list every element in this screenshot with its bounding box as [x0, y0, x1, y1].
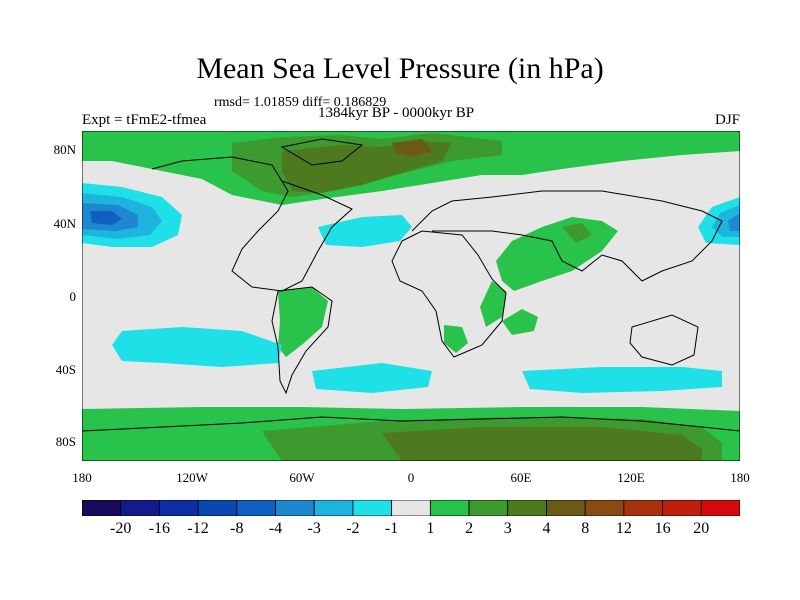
lon-tick-60w: 60W [289, 470, 315, 485]
colorbar-label: -2 [346, 520, 360, 537]
colorbar-label: 2 [465, 520, 474, 537]
colorbar-swatch [313, 500, 354, 516]
colorbar-label: 16 [654, 520, 671, 537]
lat-tick-40s: 40S [55, 362, 76, 377]
stats-text: rmsd= 1.01859 diff= 0.186829 [214, 95, 387, 110]
colorbar-label: -3 [307, 520, 321, 537]
colorbar-swatch [275, 500, 315, 516]
satlantic-low [312, 363, 432, 393]
lon-tick-0: 0 [407, 470, 415, 485]
colorbar-label: 1 [426, 520, 435, 537]
safrica-positive-region [444, 325, 468, 353]
npacific-low-core [90, 211, 122, 225]
lon-tick-120e: 120E [617, 470, 645, 485]
arctic-peak-region [392, 139, 432, 157]
australia-coast [629, 314, 699, 366]
colorbar-label: -4 [268, 520, 283, 537]
colorbar-label: 8 [581, 520, 590, 537]
asia-mid-region [562, 223, 592, 243]
colorbar-swatch [352, 500, 393, 516]
colorbar [82, 500, 740, 516]
lon-tick-60e: 60E [510, 470, 532, 485]
colorbar-swatch [159, 500, 199, 516]
colorbar-swatch [120, 500, 160, 516]
colorbar-swatch [584, 500, 625, 516]
eafrica-positive-region [480, 281, 506, 327]
colorbar-label: -8 [230, 520, 244, 537]
colorbar-label: -12 [187, 520, 209, 537]
samerica-positive-region [278, 287, 328, 357]
colorbar-label: 12 [615, 520, 632, 537]
north-america-coast [151, 156, 353, 292]
colorbar-label: 4 [542, 520, 551, 537]
colorbar-swatch [82, 500, 122, 516]
colorbar-swatch [197, 500, 238, 516]
colorbar-swatch [700, 500, 740, 516]
pressure-map [82, 131, 740, 461]
lat-tick-40n: 40N [53, 216, 76, 231]
colorbar-label: 3 [503, 520, 512, 537]
colorbar-swatch [662, 500, 702, 516]
colorbar-swatch [391, 500, 431, 516]
lon-tick-120w: 120W [176, 470, 208, 485]
npacific-low-wrap-inner [728, 213, 740, 231]
colorbar-swatch [468, 500, 509, 516]
colorbar-swatch [429, 500, 470, 516]
lat-tick-80n: 80N [53, 142, 76, 157]
natlantic-low [318, 215, 412, 247]
colorbar-label: -1 [384, 520, 399, 537]
colorbar-label: 20 [693, 520, 710, 537]
antarctic-high-region [382, 427, 702, 461]
south-america-coast [271, 286, 333, 395]
colorbar-swatch [546, 500, 586, 516]
madagascar-positive-region [502, 309, 538, 335]
greenland-coast [280, 138, 364, 166]
antarctica-coast [82, 416, 740, 432]
sindian-low [522, 367, 722, 393]
colorbar-swatch [236, 500, 276, 516]
colorbar-swatch [507, 500, 547, 516]
spacific-low [112, 327, 282, 367]
africa-coast [391, 230, 507, 358]
lat-tick-80s: 80S [55, 434, 76, 449]
season-label: DJF [714, 112, 740, 128]
colorbar-label: -16 [148, 520, 171, 537]
map-title: Mean Sea Level Pressure (in hPa) [196, 52, 604, 85]
period-text: 1384kyr BP - 0000kyr BP [318, 105, 475, 121]
coastlines [82, 138, 740, 432]
eurasia-coast [411, 190, 723, 282]
experiment-label: Expt = tFmE2-tfmea [82, 112, 207, 128]
colorbar-label: -20 [110, 520, 132, 537]
lon-tick-180e: 180 [730, 470, 750, 485]
lat-tick-0: 0 [69, 289, 77, 304]
lon-tick-180w: 180 [72, 470, 92, 485]
colorbar-swatch [623, 500, 663, 516]
